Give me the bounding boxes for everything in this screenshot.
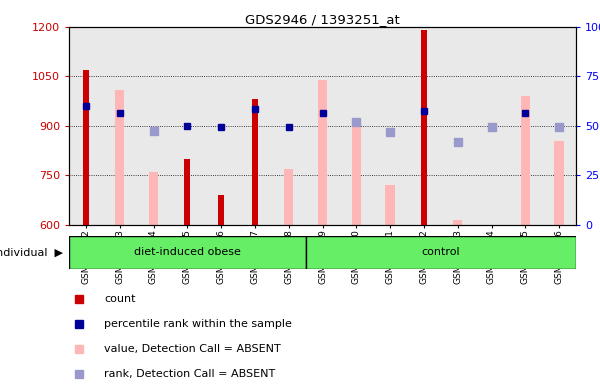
- Bar: [475, 27, 508, 225]
- Bar: [352, 126, 361, 225]
- Bar: [69, 236, 305, 269]
- Bar: [252, 99, 258, 225]
- Bar: [149, 172, 158, 225]
- Text: diet-induced obese: diet-induced obese: [134, 247, 241, 258]
- Bar: [69, 27, 103, 225]
- Bar: [204, 27, 238, 225]
- Bar: [453, 220, 463, 225]
- Text: control: control: [421, 247, 460, 258]
- Bar: [508, 27, 542, 225]
- Bar: [238, 27, 272, 225]
- Text: rank, Detection Call = ABSENT: rank, Detection Call = ABSENT: [104, 369, 276, 379]
- Text: percentile rank within the sample: percentile rank within the sample: [104, 319, 292, 329]
- Bar: [272, 27, 305, 225]
- Bar: [542, 27, 576, 225]
- Bar: [385, 185, 395, 225]
- Bar: [554, 141, 564, 225]
- Bar: [218, 195, 224, 225]
- Text: value, Detection Call = ABSENT: value, Detection Call = ABSENT: [104, 344, 281, 354]
- Bar: [373, 27, 407, 225]
- Bar: [184, 159, 190, 225]
- Bar: [170, 27, 204, 225]
- Bar: [305, 27, 340, 225]
- Text: individual  ▶: individual ▶: [0, 247, 63, 258]
- Title: GDS2946 / 1393251_at: GDS2946 / 1393251_at: [245, 13, 400, 26]
- Bar: [284, 169, 293, 225]
- Bar: [407, 27, 441, 225]
- Bar: [441, 27, 475, 225]
- Text: count: count: [104, 294, 136, 304]
- Bar: [83, 70, 89, 225]
- Bar: [115, 89, 124, 225]
- Bar: [421, 30, 427, 225]
- Bar: [137, 27, 170, 225]
- Bar: [340, 27, 373, 225]
- Bar: [305, 236, 576, 269]
- Bar: [318, 79, 327, 225]
- Bar: [521, 96, 530, 225]
- Bar: [103, 27, 137, 225]
